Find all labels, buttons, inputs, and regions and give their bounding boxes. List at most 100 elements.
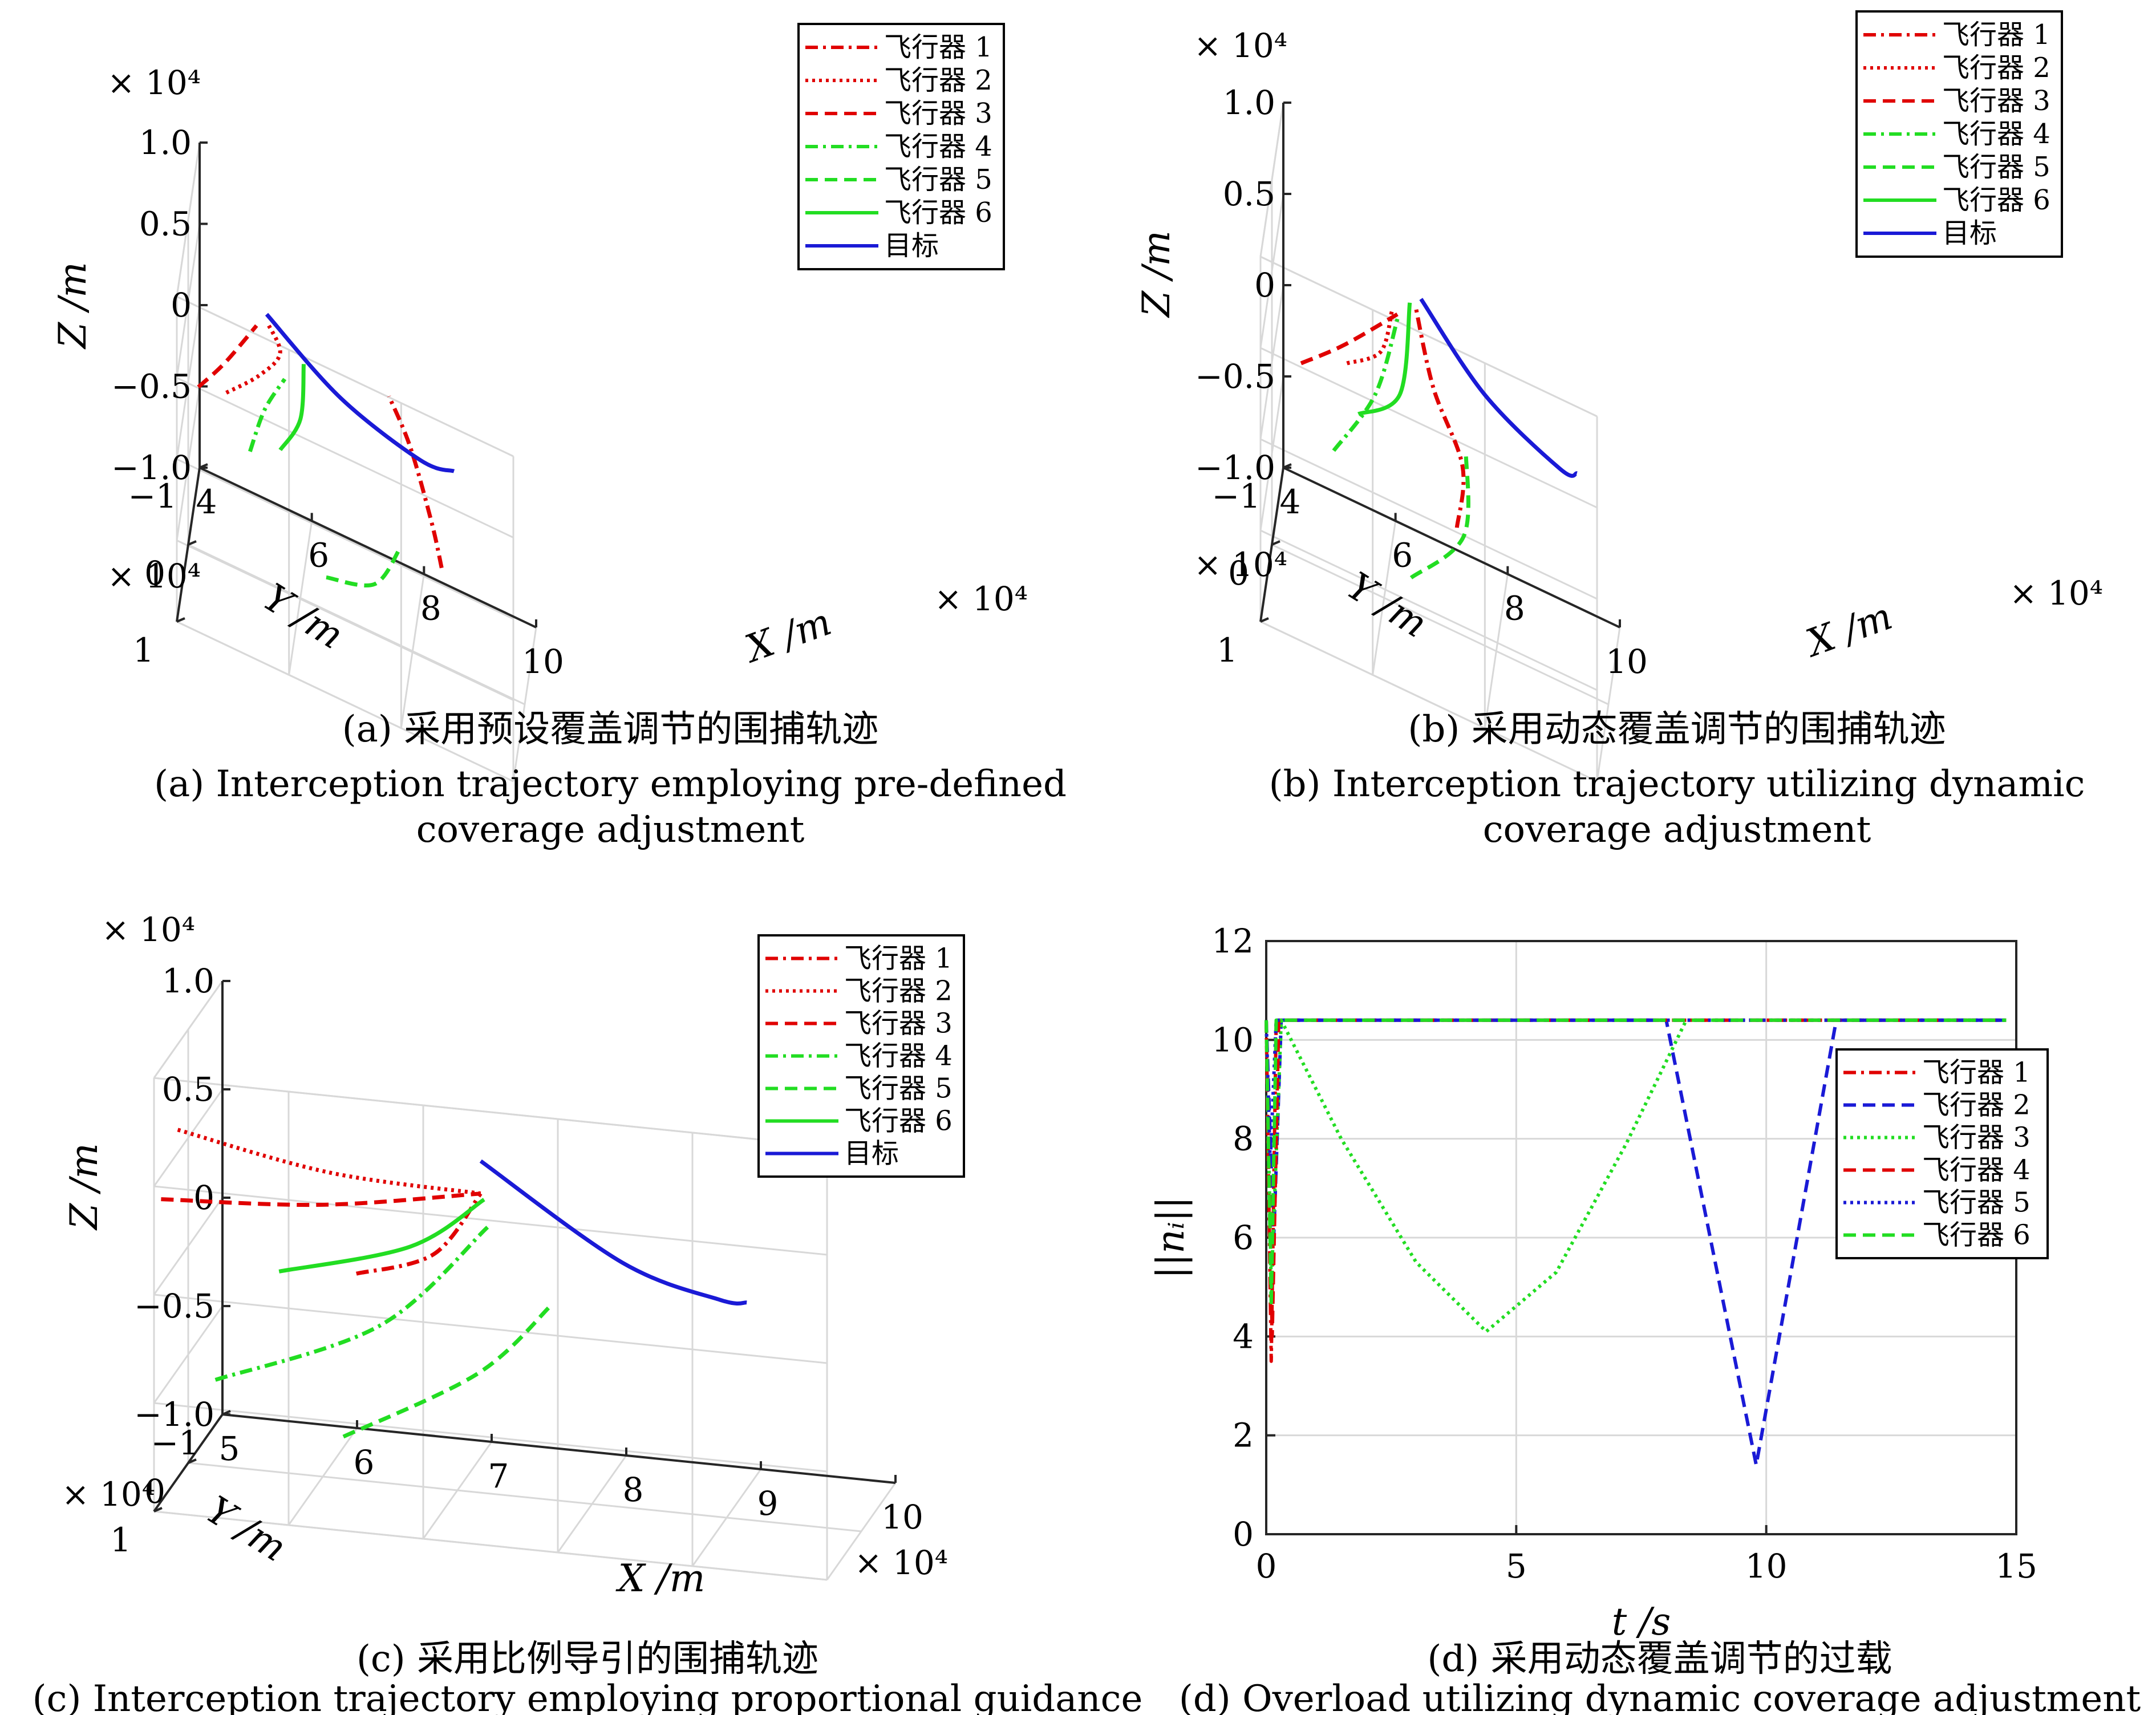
trajectory-series-3 [197, 324, 258, 389]
x-tick-label: 10 [1745, 1547, 1788, 1586]
grid-line [1260, 256, 1598, 417]
x-axis-label: t /s [1612, 1600, 1671, 1644]
grid-line [188, 544, 525, 706]
x-tick-label: 10 [881, 1498, 923, 1536]
trajectory-series-7 [1419, 298, 1578, 478]
y-tick-mark [222, 1410, 231, 1416]
legend-label-1: 飞行器 1 [884, 31, 992, 63]
legend-label-6: 飞行器 6 [884, 197, 992, 229]
x-axis-label: X /m [737, 600, 837, 672]
y-tick-label: 0 [1228, 554, 1249, 593]
panel-c-3d-trajectory: −1.0−0.500.51.05 6 7 8 9 10−101× 10⁴× 10⁴× 10… [62, 910, 965, 1600]
y-tick-mark [1271, 540, 1280, 546]
grid-line [188, 1462, 862, 1532]
caption-b-zh: (b) 采用动态覆盖调节的围捕轨迹 [1408, 708, 1946, 751]
y-tick-label: 2 [1233, 1416, 1254, 1455]
x-tick-label: 4 [1280, 483, 1301, 521]
legend-label-4: 飞行器 4 [1922, 1154, 2031, 1186]
y-tick-label: 12 [1211, 922, 1254, 960]
caption-d-zh: (d) 采用动态覆盖调节的过载 [1427, 1638, 1892, 1680]
x-axis-line [199, 467, 537, 629]
x-exponent-label: × 10⁴ [934, 579, 1028, 618]
trajectory-series-2 [225, 322, 282, 395]
caption-d-en-line1: (d) Overload utilizing dynamic coverage … [1179, 1678, 2141, 1715]
x-axis-label: X /m [1798, 594, 1898, 666]
y-tick-label: 0 [144, 554, 165, 593]
y-tick-label: 8 [1233, 1120, 1254, 1158]
grid-line [1260, 347, 1598, 509]
grid-line [1260, 621, 1598, 783]
legend-label-2: 飞行器 2 [1922, 1089, 2031, 1121]
grid-line [176, 621, 514, 783]
y-tick-mark [188, 1458, 197, 1464]
z-exponent-label: × 10⁴ [1194, 26, 1287, 65]
x-exponent-label: × 10⁴ [854, 1543, 948, 1582]
y-tick-label: 0 [1233, 1515, 1254, 1554]
trajectory-series-2 [1346, 311, 1394, 366]
z-exponent-label: × 10⁴ [102, 910, 195, 949]
trajectory-series-5 [342, 1303, 553, 1439]
x-tick-label: 8 [1504, 589, 1525, 628]
trajectory-series-7 [479, 1159, 747, 1305]
trajectory-series-4 [248, 378, 287, 452]
caption-a-en-line1: (a) Interception trajectory employing pr… [154, 763, 1067, 805]
y-axis-label: Y /m [198, 1488, 294, 1570]
caption-b-en-line1: (b) Interception trajectory utilizing dy… [1269, 763, 2085, 805]
z-tick-label: 1.0 [1223, 83, 1275, 122]
z-tick-label: 1.0 [139, 123, 192, 162]
z-exponent-label: × 10⁴ [107, 63, 201, 102]
panel-a-3d-trajectory: −1.0 −0.5 0 0.5 1.0 4 6 8 10 −1 0 1 × 10⁴ × 10⁴ × 10⁴ Z… [51, 23, 1028, 783]
y-tick-mark [1260, 617, 1269, 623]
y-tick-label: 0 [144, 1472, 165, 1511]
grid-line [153, 980, 224, 1079]
x-tick-label: 4 [196, 483, 217, 521]
trajectory-series-2 [177, 1128, 481, 1196]
overload-series-6 [1265, 1018, 2007, 1309]
y-exponent-label: × 10⁴ [107, 557, 201, 595]
legend-label-5: 飞行器 5 [1942, 151, 2050, 183]
grid-line [1259, 102, 1284, 257]
legend-label-3: 飞行器 3 [1942, 85, 2050, 117]
y-tick-label: −1 [151, 1424, 200, 1462]
z-tick-label: 0.5 [162, 1070, 214, 1109]
z-tick-label: −0.5 [1195, 357, 1275, 396]
z-tick-label: −1.0 [111, 448, 192, 487]
grid-line [176, 377, 514, 538]
y-tick-label: 1 [110, 1521, 131, 1559]
z-tick-label: −0.5 [111, 367, 192, 406]
z-tick-label: 0 [1254, 266, 1275, 305]
legend-label-6: 飞行器 6 [844, 1105, 953, 1137]
trajectory-series-1 [387, 395, 444, 569]
z-tick-label: 0.5 [1223, 175, 1275, 213]
legend-label-5: 飞行器 5 [1922, 1187, 2031, 1219]
x-tick-label: 15 [1995, 1547, 2037, 1586]
legend-label-4: 飞行器 4 [844, 1040, 953, 1072]
trajectory-series-3 [161, 1191, 481, 1207]
trajectory-series-6 [278, 364, 306, 451]
y-tick-label: 1 [133, 631, 154, 670]
grid-line [176, 540, 514, 701]
trajectory-series-5 [1409, 452, 1470, 579]
y-tick-mark [176, 617, 185, 623]
legend-label-4: 飞行器 4 [1942, 118, 2050, 150]
grid-line [153, 1294, 828, 1364]
grid-line [153, 1077, 828, 1148]
legend-label-2: 飞行器 2 [884, 64, 992, 96]
legend-label-1: 飞行器 1 [1922, 1057, 2031, 1089]
legend-label-6: 飞行器 6 [1922, 1219, 2031, 1251]
x-axis-line [1283, 467, 1620, 629]
z-axis-label: Z /m [1134, 230, 1178, 318]
trajectory-series-7 [265, 313, 455, 473]
z-axis-label: Z /m [62, 1143, 106, 1231]
legend-label-1: 飞行器 1 [844, 943, 953, 975]
y-axis-label: Y /m [256, 575, 351, 658]
trajectory-series-3 [1300, 312, 1399, 366]
legend-label-6: 飞行器 6 [1942, 184, 2050, 216]
caption-a-zh: (a) 采用预设覆盖调节的围捕轨迹 [342, 708, 878, 751]
x-tick-label: 6 [308, 536, 329, 574]
trajectory-series-1 [355, 1192, 483, 1276]
x-tick-label: 5 [219, 1429, 240, 1468]
x-tick-label: 6 [354, 1443, 375, 1482]
caption-b-en-line2: coverage adjustment [1483, 809, 1871, 851]
legend-label-7: 目标 [1942, 217, 1997, 249]
